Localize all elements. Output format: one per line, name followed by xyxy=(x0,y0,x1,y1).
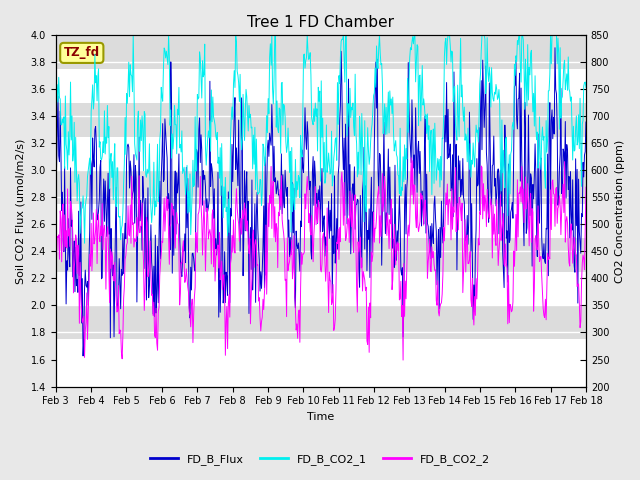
Bar xyxy=(56,103,586,137)
X-axis label: Time: Time xyxy=(307,412,335,422)
Y-axis label: Soil CO2 Flux (umol/m2/s): Soil CO2 Flux (umol/m2/s) xyxy=(15,138,25,284)
Bar xyxy=(56,36,586,69)
Bar xyxy=(56,238,586,272)
Text: TZ_fd: TZ_fd xyxy=(64,47,100,60)
Title: Tree 1 FD Chamber: Tree 1 FD Chamber xyxy=(248,15,394,30)
Legend: FD_B_Flux, FD_B_CO2_1, FD_B_CO2_2: FD_B_Flux, FD_B_CO2_1, FD_B_CO2_2 xyxy=(145,450,495,469)
Bar xyxy=(56,170,586,204)
Bar xyxy=(56,305,586,339)
Y-axis label: CO2 Concentration (ppm): CO2 Concentration (ppm) xyxy=(615,139,625,283)
